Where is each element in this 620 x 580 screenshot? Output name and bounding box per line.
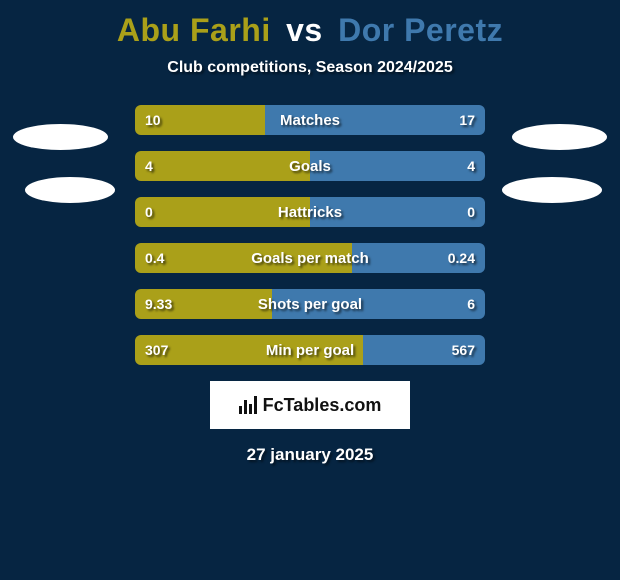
stat-row: 307567Min per goal [135, 335, 485, 365]
stat-row: 9.336Shots per goal [135, 289, 485, 319]
stat-row: 44Goals [135, 151, 485, 181]
subtitle: Club competitions, Season 2024/2025 [0, 59, 620, 77]
stat-label: Shots per goal [135, 289, 485, 319]
player2-badge-top [512, 124, 607, 150]
date-label: 27 january 2025 [0, 445, 620, 465]
stat-row: 0.40.24Goals per match [135, 243, 485, 273]
brand-box: FcTables.com [210, 381, 410, 429]
stat-label: Goals [135, 151, 485, 181]
comparison-chart: 1017Matches 44Goals 00Hattricks 0.40.24Goal… [135, 105, 485, 365]
stat-row: 00Hattricks [135, 197, 485, 227]
title-vs: vs [286, 12, 323, 48]
stat-label: Hattricks [135, 197, 485, 227]
player1-badge-bottom [25, 177, 115, 203]
stat-row: 1017Matches [135, 105, 485, 135]
brand-text: FcTables.com [263, 395, 382, 416]
page-title: Abu Farhi vs Dor Peretz [0, 0, 620, 49]
player1-name: Abu Farhi [117, 12, 271, 48]
brand-bars-icon [239, 396, 257, 414]
stat-label: Min per goal [135, 335, 485, 365]
player1-badge-top [13, 124, 108, 150]
player2-name: Dor Peretz [338, 12, 503, 48]
stat-label: Matches [135, 105, 485, 135]
stat-label: Goals per match [135, 243, 485, 273]
player2-badge-bottom [502, 177, 602, 203]
